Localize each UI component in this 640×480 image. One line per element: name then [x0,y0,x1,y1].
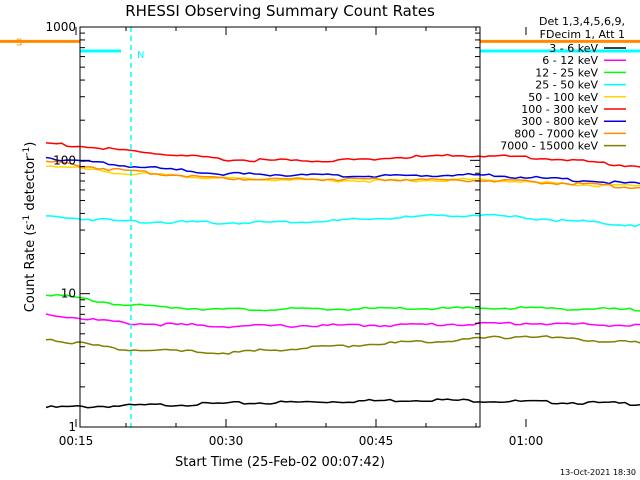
flag-label-night: N [137,50,144,61]
legend-header-line-2: FDecim 1, Att 1 [540,28,625,41]
series-line-6 [45,156,640,185]
y-tick-label-3: 1000 [45,20,76,34]
x-axis-label: Start Time (25-Feb-02 00:07:42) [175,455,385,470]
series-line-8 [45,335,640,355]
legend-label-6: 300 - 800 keV [521,115,598,128]
y-axis-label-sup2: -1 [22,147,32,156]
flag-label-saa: S [16,37,22,48]
legend-label-7: 800 - 7000 keV [514,127,598,140]
legend: Det 1,3,4,5,6,9, FDecim 1, Att 1 3 - 6 k… [500,15,626,153]
x-tick-label-0: 00:15 [59,434,94,448]
series-line-4 [45,165,640,188]
legend-label-4: 50 - 100 keV [528,91,598,104]
x-tick-label-1: 00:30 [209,434,244,448]
y-axis-label-main: Count Rate (s [23,224,38,313]
series-line-7 [45,160,640,190]
generation-timestamp: 13-Oct-2021 18:30 [560,468,636,477]
series-line-5 [45,142,640,168]
legend-label-3: 25 - 50 keV [535,79,598,92]
series-line-0 [45,398,640,409]
legend-label-8: 7000 - 15000 keV [500,140,598,153]
legend-label-2: 12 - 25 keV [535,66,598,79]
legend-label-1: 6 - 12 keV [542,54,598,67]
y-tick-label-0: 1 [68,420,76,434]
plot-frame [79,26,481,428]
legend-label-5: 100 - 300 keV [521,103,598,116]
chart-title: RHESSI Observing Summary Count Rates [125,2,435,20]
y-tick-label-2: 100 [53,153,76,167]
y-tick-label-1: 10 [61,287,76,301]
series-line-3 [45,213,640,228]
y-axis-label-close: ) [23,142,38,147]
legend-label-0: 3 - 6 keV [549,42,598,55]
y-axis-label-tail: detector [23,155,38,215]
legend-header-line-1: Det 1,3,4,5,6,9, [539,15,625,28]
series-line-1 [45,313,640,329]
series-line-2 [45,293,640,312]
series-layer [45,142,640,409]
y-axis-label: Count Rate (s-1 detector-1) [22,142,38,313]
y-axis-ticks: 1 10 100 1000 [45,20,480,434]
y-axis-label-sup: -1 [22,215,32,224]
x-tick-label-3: 01:00 [509,434,544,448]
flag-layer: SN [0,37,640,61]
x-tick-label-2: 00:45 [359,434,394,448]
